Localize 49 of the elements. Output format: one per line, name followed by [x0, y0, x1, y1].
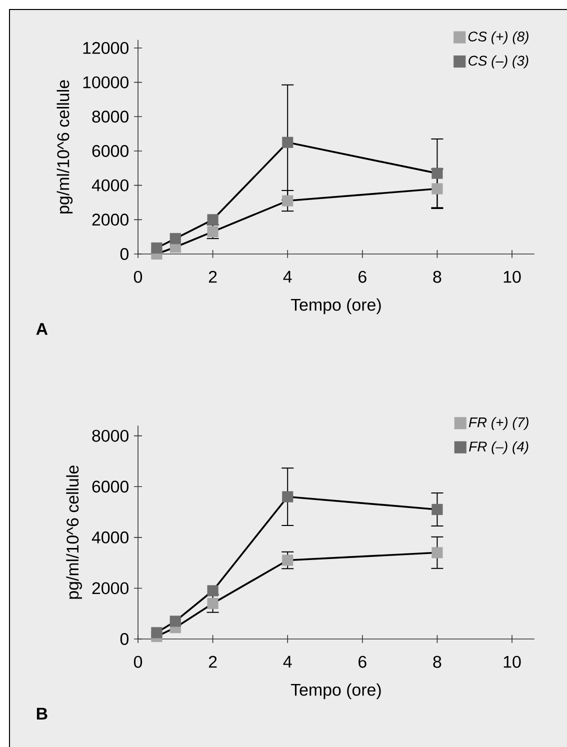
y-axis-title: pg/ml/10^6 cellule — [66, 466, 82, 599]
y-tick-label: 4000 — [92, 179, 128, 192]
x-axis-title: Tempo (ore) — [290, 298, 381, 314]
point — [432, 547, 443, 558]
point — [170, 233, 181, 244]
y-tick-label: 2000 — [92, 582, 128, 594]
legend-label: CS (–) (3) — [468, 55, 528, 68]
point — [207, 214, 218, 226]
point — [282, 554, 294, 566]
point — [282, 136, 294, 148]
point — [432, 504, 443, 516]
y-tick-label: 8000 — [92, 110, 128, 123]
x-tick-label: 4 — [283, 656, 292, 668]
point — [207, 598, 218, 609]
x-tick-label: 10 — [504, 270, 521, 283]
y-tick-label: 6000 — [92, 480, 128, 493]
y-tick-label: 0 — [120, 248, 128, 260]
x-tick-label: 2 — [208, 270, 217, 283]
y-tick-label: 10000 — [83, 76, 128, 88]
point — [151, 242, 162, 254]
point — [432, 183, 443, 194]
point — [170, 616, 181, 627]
x-tick-label: 2 — [208, 656, 217, 668]
point — [207, 585, 218, 596]
y-tick-label: 6000 — [92, 144, 128, 157]
point — [432, 168, 443, 179]
y-tick-label: 2000 — [92, 214, 128, 226]
x-tick-label: 6 — [358, 656, 366, 668]
point — [151, 627, 162, 638]
legend-label: FR (+) (7) — [468, 417, 528, 430]
y-tick-label: 8000 — [92, 430, 128, 442]
text: A — [36, 323, 48, 335]
y-tick-label: 12000 — [83, 42, 128, 54]
legend-label: FR (–) (4) — [469, 441, 528, 454]
x-tick-label: 8 — [433, 656, 442, 668]
x-tick-label: 0 — [134, 656, 142, 668]
x-tick-label: 6 — [358, 270, 366, 283]
y-tick-label: 4000 — [92, 531, 128, 544]
x-tick-label: 4 — [283, 270, 292, 283]
x-tick-label: 10 — [504, 656, 521, 668]
y-axis-title: pg/ml/10^6 cellule — [56, 80, 73, 214]
legend-label: CS (+) (8) — [468, 31, 528, 44]
x-tick-label: 0 — [134, 270, 142, 283]
x-axis-title: Tempo (ore) — [290, 683, 381, 700]
x-tick-label: 8 — [433, 270, 442, 283]
point — [282, 491, 294, 502]
y-tick-label: 0 — [120, 633, 128, 646]
point — [282, 195, 294, 206]
text: B — [36, 708, 48, 720]
